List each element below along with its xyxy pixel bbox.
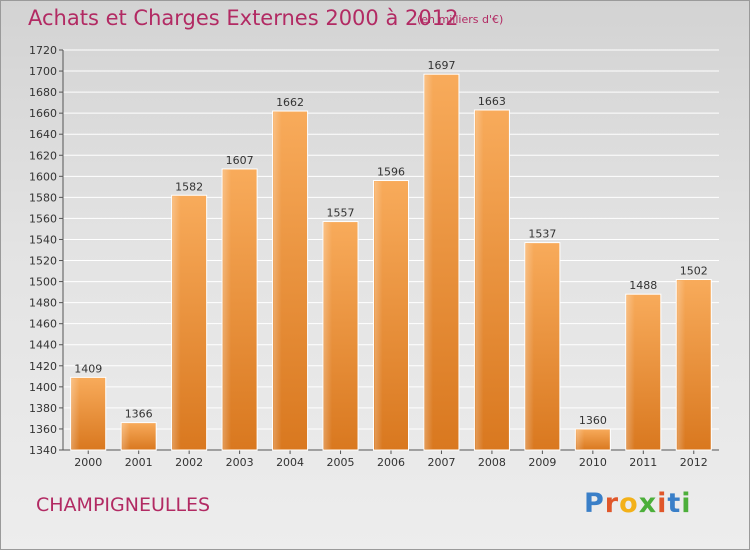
bar-highlight [626,295,635,449]
logo-letter: r [604,488,620,519]
y-tick-label: 1360 [29,423,57,436]
y-tick-label: 1340 [29,444,57,457]
bar-highlight [525,243,534,449]
y-tick-label: 1380 [29,402,57,415]
y-tick-label: 1540 [29,233,57,246]
bar-value-label: 1662 [276,96,304,109]
x-tick-label: 2000 [74,456,102,469]
y-tick-label: 1500 [29,276,57,289]
bar-value-label: 1557 [327,207,355,220]
y-tick-label: 1520 [29,255,57,268]
bar-value-label: 1582 [175,180,203,193]
y-tick-label: 1700 [29,65,57,78]
bar-value-label: 1366 [125,408,153,421]
logo-letter: i [657,488,668,519]
x-tick-label: 2011 [629,456,657,469]
logo-letter: x [638,488,658,519]
y-tick-label: 1640 [29,128,57,141]
logo-letter: P [584,488,605,519]
y-tick-label: 1480 [29,297,57,310]
bar-value-label: 1697 [427,59,455,72]
bar-highlight [677,280,686,449]
x-tick-label: 2001 [125,456,153,469]
x-tick-label: 2003 [226,456,254,469]
bar-value-label: 1663 [478,95,506,108]
bar-highlight [374,181,383,450]
bar-highlight [424,75,433,450]
x-tick-label: 2007 [427,456,455,469]
y-tick-label: 1440 [29,339,57,352]
bar-highlight [71,378,80,449]
y-tick-label: 1600 [29,170,57,183]
logo-letter: t [667,488,682,519]
y-tick-label: 1400 [29,381,57,394]
logo-letter: i [681,488,692,519]
logo-letter: o [619,488,639,519]
x-tick-label: 2004 [276,456,304,469]
bar-value-label: 1488 [629,279,657,292]
y-tick-label: 1620 [29,149,57,162]
bar-value-label: 1360 [579,414,607,427]
bar-value-label: 1607 [226,154,254,167]
y-tick-label: 1460 [29,318,57,331]
y-tick-label: 1660 [29,107,57,120]
x-tick-label: 2012 [680,456,708,469]
bar-value-label: 1537 [528,228,556,241]
x-tick-label: 2008 [478,456,506,469]
bar-highlight [324,222,333,449]
y-tick-label: 1720 [29,44,57,57]
x-tick-label: 2006 [377,456,405,469]
y-tick-label: 1560 [29,212,57,225]
bar-highlight [122,423,131,449]
proxiti-logo: Proxiti [584,488,692,519]
bar-highlight [273,112,282,449]
bar-highlight [172,196,181,449]
y-tick-label: 1420 [29,360,57,373]
x-tick-label: 2002 [175,456,203,469]
x-tick-label: 2010 [579,456,607,469]
bar-value-label: 1596 [377,166,405,179]
bar-value-label: 1409 [74,362,102,375]
y-tick-label: 1680 [29,86,57,99]
chart-title: Achats et Charges Externes 2000 à 2012 [28,6,459,30]
y-tick-label: 1580 [29,191,57,204]
chart-subtitle: (en milliers d'€) [417,13,504,26]
place-name: CHAMPIGNEULLES [36,494,211,516]
bar-highlight [576,429,585,449]
bar-layer [70,73,712,451]
label-layer: 1409 2000 1366 2001 1582 2002 1607 2003 1662 2004… [74,59,708,469]
x-tick-label: 2005 [327,456,355,469]
bar-highlight [223,169,232,449]
x-tick-label: 2009 [528,456,556,469]
bar-value-label: 1502 [680,264,708,277]
bar-highlight [475,111,484,449]
